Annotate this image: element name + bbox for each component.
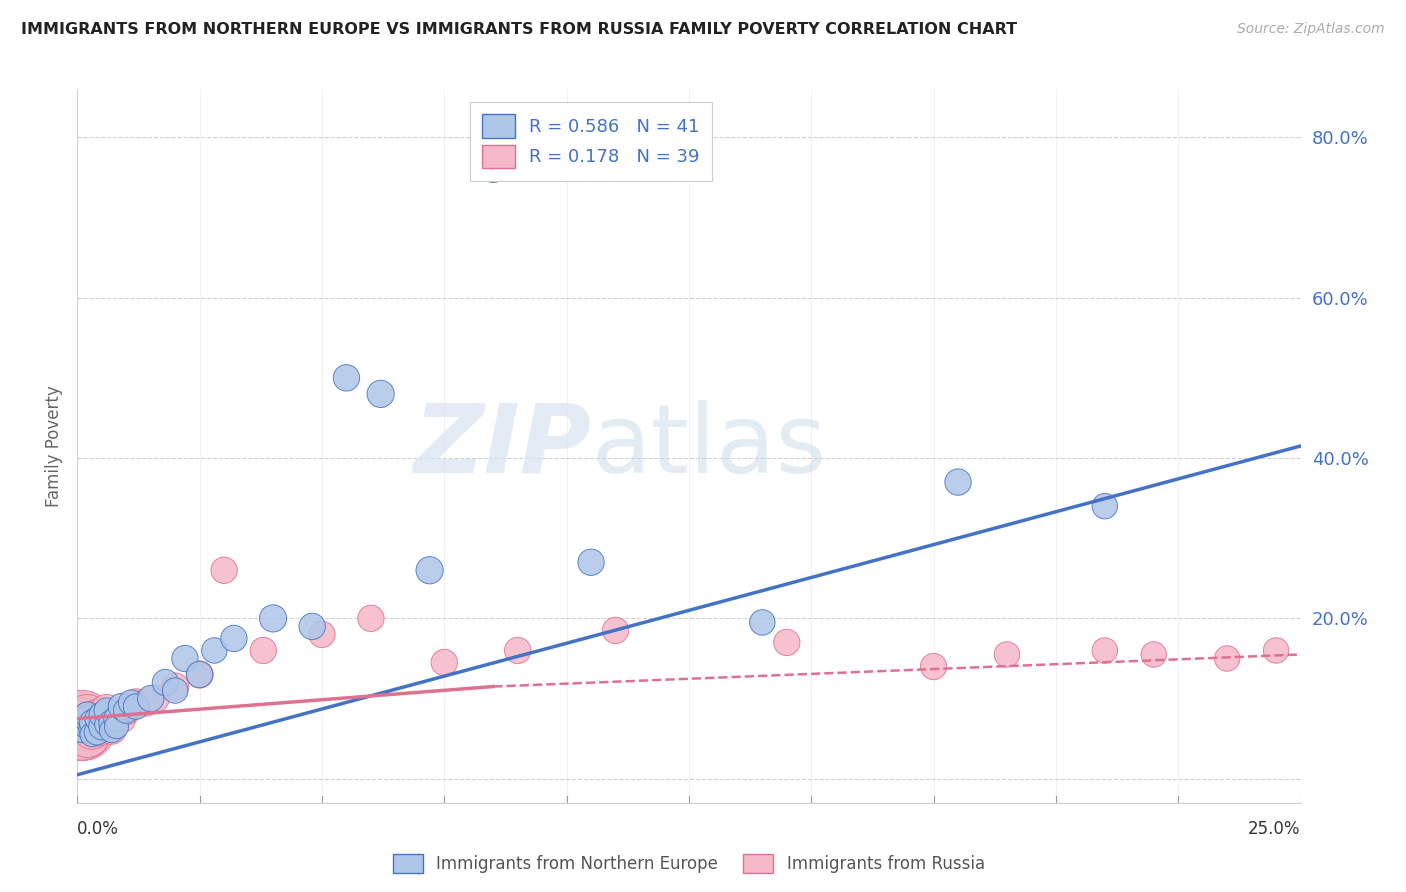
Point [80, 728, 103, 742]
Point [776, 635, 799, 649]
Point [188, 667, 211, 681]
Point [80, 715, 103, 730]
Text: 25.0%: 25.0% [1249, 820, 1301, 838]
Point [262, 611, 284, 625]
Point [86, 720, 108, 734]
Point [155, 675, 177, 690]
Point [86, 712, 108, 726]
Point [70, 715, 93, 730]
Point [360, 611, 382, 625]
Point [145, 691, 167, 706]
Point [76, 707, 98, 722]
Point [212, 563, 235, 577]
Point [76, 717, 98, 731]
Point [1094, 643, 1116, 657]
Point [96, 714, 118, 728]
Legend: Immigrants from Northern Europe, Immigrants from Russia: Immigrants from Northern Europe, Immigra… [387, 847, 991, 880]
Point [165, 680, 187, 694]
Text: Source: ZipAtlas.com: Source: ZipAtlas.com [1237, 22, 1385, 37]
Point [311, 627, 333, 641]
Point [125, 699, 148, 714]
Point [76, 712, 98, 726]
Point [96, 704, 118, 718]
Point [115, 704, 138, 718]
Point [105, 709, 128, 723]
Point [70, 720, 93, 734]
Point [76, 717, 98, 731]
Point [86, 725, 108, 739]
Point [70, 714, 93, 728]
Point [1216, 651, 1239, 665]
Text: atlas: atlas [591, 400, 827, 492]
Point [105, 720, 128, 734]
Point [80, 722, 103, 736]
Point [751, 615, 773, 630]
Y-axis label: Family Poverty: Family Poverty [45, 385, 63, 507]
Point [419, 563, 441, 577]
Point [96, 717, 118, 731]
Point [96, 704, 118, 718]
Point [1143, 648, 1166, 662]
Point [110, 699, 132, 714]
Point [120, 696, 142, 710]
Point [995, 648, 1018, 662]
Point [80, 722, 103, 736]
Point [120, 699, 142, 714]
Point [482, 162, 505, 177]
Point [165, 683, 187, 698]
Point [579, 555, 602, 569]
Point [252, 643, 274, 657]
Point [76, 712, 98, 726]
Point [90, 707, 112, 722]
Point [202, 643, 225, 657]
Point [110, 712, 132, 726]
Point [222, 632, 245, 646]
Point [76, 728, 98, 742]
Point [506, 643, 529, 657]
Point [301, 619, 323, 633]
Point [335, 371, 357, 385]
Point [922, 659, 945, 673]
Point [100, 715, 122, 730]
Point [1094, 499, 1116, 513]
Point [605, 624, 627, 638]
Point [174, 651, 197, 665]
Point [125, 696, 148, 710]
Point [86, 712, 108, 726]
Point [70, 715, 93, 730]
Point [115, 704, 138, 718]
Point [433, 656, 456, 670]
Point [1265, 643, 1288, 657]
Text: ZIP: ZIP [413, 400, 591, 492]
Text: IMMIGRANTS FROM NORTHERN EUROPE VS IMMIGRANTS FROM RUSSIA FAMILY POVERTY CORRELA: IMMIGRANTS FROM NORTHERN EUROPE VS IMMIG… [21, 22, 1017, 37]
Point [135, 696, 157, 710]
Point [105, 712, 128, 726]
Text: 0.0%: 0.0% [77, 820, 120, 838]
Point [90, 707, 112, 722]
Point [70, 720, 93, 734]
Point [100, 723, 122, 738]
Point [188, 667, 211, 681]
Point [100, 715, 122, 730]
Point [90, 720, 112, 734]
Point [70, 723, 93, 738]
Point [946, 475, 969, 489]
Point [100, 722, 122, 736]
Point [370, 387, 392, 401]
Point [80, 715, 103, 730]
Point [70, 723, 93, 738]
Point [139, 691, 162, 706]
Point [90, 717, 112, 731]
